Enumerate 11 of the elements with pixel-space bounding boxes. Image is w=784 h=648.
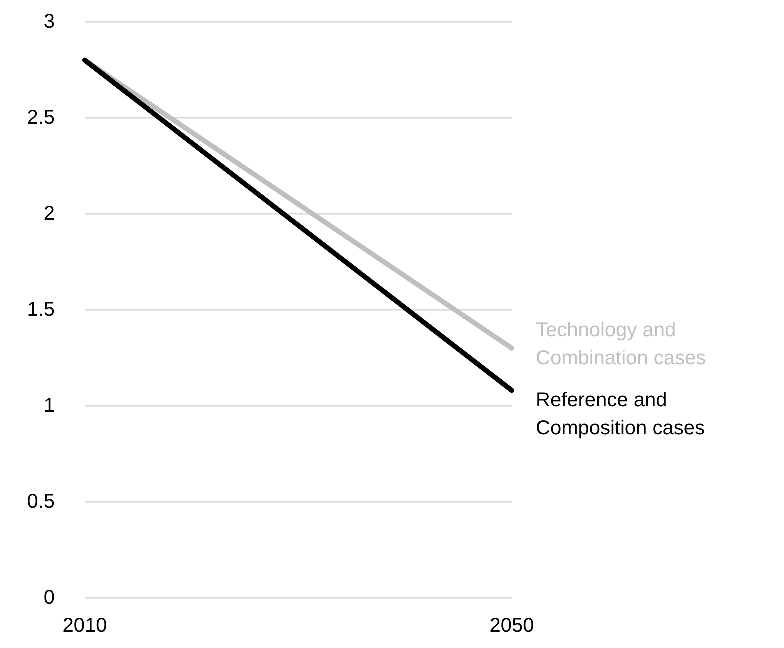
y-tick-label: 1.5 <box>27 299 55 321</box>
x-tick-label: 2010 <box>62 615 108 637</box>
series-label: Technology and Combination cases <box>536 319 706 370</box>
y-tick-label: 2 <box>44 203 55 225</box>
y-tick-label: 3 <box>44 11 55 33</box>
x-tick-label: 2050 <box>490 615 534 637</box>
y-tick-label: 2.5 <box>27 107 55 129</box>
y-tick-label: 0 <box>44 587 55 609</box>
y-tick-label: 0.5 <box>27 491 55 513</box>
series-label: Reference and Composition cases <box>536 390 705 440</box>
y-tick-label: 1 <box>44 395 55 417</box>
